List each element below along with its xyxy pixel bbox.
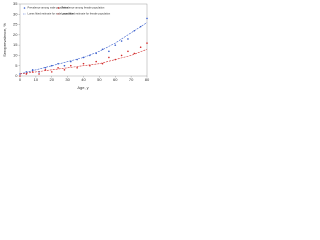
x-tick-label: 60: [113, 77, 118, 82]
point: [120, 40, 123, 42]
point: [89, 64, 91, 67]
chart: Age, y Seroprevalence, % 0 5 10 15 20 25 30 35 0…: [2, 1, 150, 90]
legend-label: Loess fitted estimate for male populatio…: [28, 12, 75, 16]
point: [19, 75, 21, 77]
loess-line: [19, 48, 148, 75]
y-tick-label: 5: [15, 63, 18, 68]
x-tick-label: 80: [145, 77, 150, 82]
y-tick-label: 35: [13, 1, 18, 6]
y-tick-label: 0: [15, 73, 18, 78]
y-tick-label: 20: [13, 32, 18, 37]
y-axis-title: Seroprevalence, %: [2, 23, 7, 57]
y-tick-label: 25: [13, 22, 18, 27]
point: [146, 42, 148, 44]
legend-label: Prevalence among male population: [28, 6, 69, 10]
y-tick-label: 15: [13, 42, 18, 47]
point: [31, 69, 34, 71]
loess-line: [19, 22, 148, 75]
point: [146, 17, 148, 20]
point: [44, 69, 47, 71]
point: [70, 64, 72, 67]
point: [63, 69, 66, 71]
legend-marker: [57, 7, 60, 9]
legend-marker: [23, 7, 26, 9]
x-tick-label: 10: [34, 77, 39, 82]
point: [114, 44, 117, 46]
point: [57, 66, 59, 69]
x-tick-label: 50: [97, 77, 102, 82]
legend-label: Loess fitted estimate for female populat…: [62, 12, 111, 16]
x-tick-label: 0: [19, 77, 22, 82]
point: [70, 60, 72, 63]
point: [120, 54, 123, 57]
y-tick-label: 30: [13, 11, 18, 16]
x-tick-label: 70: [129, 77, 134, 82]
point: [127, 50, 129, 53]
point: [127, 38, 129, 40]
x-tick-label: 30: [65, 77, 70, 82]
point: [95, 60, 97, 63]
y-tick-label: 10: [13, 52, 18, 57]
point: [63, 64, 66, 67]
x-axis-title: Age, y: [77, 85, 88, 90]
x-tick-label: 40: [81, 77, 86, 82]
point: [82, 62, 85, 65]
point: [50, 71, 53, 73]
legend-label: Prevalence among female population: [62, 6, 105, 10]
point: [76, 66, 78, 69]
point: [108, 56, 110, 59]
x-tick-label: 20: [50, 77, 55, 82]
point: [133, 52, 136, 55]
point: [38, 73, 40, 75]
point: [108, 50, 110, 53]
point: [101, 62, 104, 65]
point: [25, 73, 28, 75]
point: [139, 46, 142, 48]
